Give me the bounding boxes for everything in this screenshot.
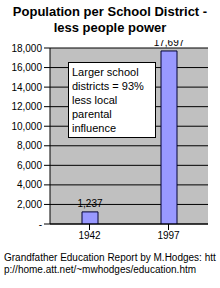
svg-text:6,000: 6,000 (17, 160, 42, 171)
svg-text:4,000: 4,000 (17, 179, 42, 190)
svg-text:12,000: 12,000 (11, 101, 42, 112)
svg-text:17,697: 17,697 (154, 40, 185, 48)
svg-text:14,000: 14,000 (11, 82, 42, 93)
svg-text:1,237: 1,237 (77, 198, 102, 209)
svg-text:18,000: 18,000 (11, 43, 42, 54)
svg-text:1942: 1942 (78, 230, 101, 241)
svg-text:8,000: 8,000 (17, 140, 42, 151)
svg-text:10,000: 10,000 (11, 121, 42, 132)
html-text:Grandfather Education Report b: Grandfather Education Report by M.Hodges… (4, 252, 216, 275)
html-text:Population per School District: Population per School District - less pe… (12, 4, 208, 35)
svg-text:2,000: 2,000 (17, 199, 42, 210)
svg-text:-: - (39, 219, 42, 230)
html-text:Larger school districts = 93%: Larger school districts = 93% less local… (72, 66, 144, 134)
svg-text:1997: 1997 (157, 230, 180, 241)
svg-text:16,000: 16,000 (11, 62, 42, 73)
